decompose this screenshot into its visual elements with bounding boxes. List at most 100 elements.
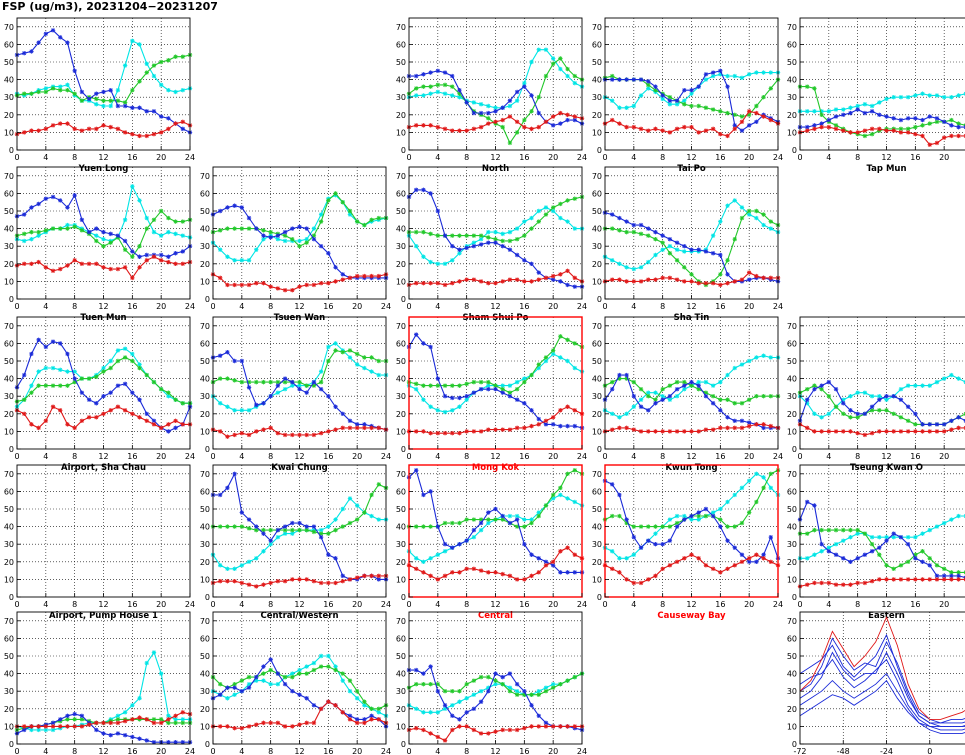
data-point-red bbox=[862, 432, 868, 438]
data-point-cyan bbox=[225, 566, 230, 572]
x-tick-label: 20 bbox=[939, 600, 949, 609]
data-point-red bbox=[311, 282, 317, 288]
data-point-red bbox=[333, 580, 338, 586]
data-point-cyan bbox=[543, 685, 549, 690]
data-point-blue bbox=[507, 98, 513, 103]
data-point-cyan bbox=[158, 671, 164, 676]
data-point-cyan bbox=[457, 404, 462, 409]
data-point-blue bbox=[130, 249, 135, 254]
data-point-red bbox=[493, 729, 498, 734]
data-point-cyan bbox=[718, 72, 723, 77]
data-point-cyan bbox=[471, 240, 477, 245]
data-point-red bbox=[22, 724, 27, 729]
data-point-cyan bbox=[290, 671, 295, 676]
x-tick-label: 0 bbox=[14, 302, 19, 311]
data-point-green bbox=[877, 408, 882, 413]
x-tick-label: 4 bbox=[239, 747, 244, 755]
data-point-red bbox=[254, 584, 259, 589]
data-point-red bbox=[246, 282, 252, 288]
data-point-cyan bbox=[218, 401, 223, 406]
data-point-green bbox=[261, 527, 266, 533]
data-point-red bbox=[536, 570, 541, 575]
data-point-green bbox=[746, 397, 752, 402]
data-point-red bbox=[732, 563, 737, 568]
x-tick-label: -24 bbox=[880, 747, 893, 755]
data-point-green bbox=[65, 383, 70, 388]
data-point-red bbox=[558, 408, 563, 413]
data-point-red bbox=[746, 556, 752, 561]
data-point-cyan bbox=[805, 109, 810, 114]
data-point-red bbox=[682, 429, 687, 434]
data-point-green bbox=[369, 355, 374, 360]
data-point-cyan bbox=[956, 513, 961, 519]
data-point-red bbox=[239, 725, 245, 731]
data-point-green bbox=[703, 105, 709, 110]
data-point-green bbox=[812, 383, 817, 388]
x-tick-label: 12 bbox=[294, 600, 304, 609]
data-point-green bbox=[869, 131, 875, 137]
data-point-blue bbox=[631, 534, 637, 540]
data-point-cyan bbox=[290, 383, 295, 388]
data-point-green bbox=[347, 208, 353, 214]
data-point-green bbox=[646, 233, 651, 238]
data-point-red bbox=[565, 545, 570, 550]
y-tick-label: 10 bbox=[787, 427, 797, 436]
x-tick-label: 4 bbox=[826, 452, 831, 461]
data-point-cyan bbox=[158, 233, 164, 238]
data-point-blue bbox=[550, 123, 556, 128]
data-point-green bbox=[529, 372, 534, 378]
data-point-green bbox=[682, 379, 687, 385]
data-point-blue bbox=[428, 344, 433, 350]
y-tick-label: 0 bbox=[401, 740, 406, 749]
x-tick-label: 4 bbox=[631, 153, 636, 162]
y-tick-label: 30 bbox=[787, 392, 797, 401]
data-point-cyan bbox=[435, 552, 441, 557]
data-point-red bbox=[94, 415, 99, 420]
data-point-blue bbox=[442, 542, 448, 547]
data-point-blue bbox=[340, 272, 345, 277]
data-point-blue bbox=[565, 282, 570, 288]
data-point-cyan bbox=[246, 559, 252, 564]
data-point-blue bbox=[86, 229, 92, 235]
data-point-green bbox=[862, 531, 868, 536]
data-point-cyan bbox=[941, 520, 947, 526]
data-point-cyan bbox=[304, 236, 309, 242]
data-point-red bbox=[58, 408, 63, 413]
y-tick-label: 20 bbox=[592, 111, 602, 120]
y-tick-label: 50 bbox=[200, 357, 210, 366]
data-point-red bbox=[218, 275, 223, 281]
data-point-red bbox=[486, 280, 491, 286]
data-point-green bbox=[246, 526, 252, 531]
data-point-red bbox=[304, 577, 309, 582]
data-point-red bbox=[347, 717, 353, 722]
data-point-red bbox=[855, 130, 860, 135]
data-point-cyan bbox=[115, 87, 121, 93]
data-point-red bbox=[421, 727, 426, 733]
data-point-red bbox=[754, 552, 759, 557]
data-point-blue bbox=[653, 229, 658, 235]
data-point-red bbox=[674, 429, 680, 434]
series-line-blue bbox=[799, 633, 965, 724]
data-point-cyan bbox=[507, 103, 513, 109]
data-point-red bbox=[261, 720, 266, 726]
data-point-blue bbox=[354, 422, 360, 427]
data-point-red bbox=[108, 266, 113, 272]
data-point-cyan bbox=[682, 386, 687, 392]
data-point-cyan bbox=[572, 226, 577, 231]
data-point-cyan bbox=[565, 73, 570, 79]
data-point-green bbox=[158, 386, 164, 392]
data-point-blue bbox=[435, 524, 441, 529]
data-point-blue bbox=[689, 513, 694, 519]
data-point-red bbox=[86, 415, 92, 420]
data-point-blue bbox=[304, 696, 309, 701]
data-point-cyan bbox=[710, 383, 716, 388]
data-point-green bbox=[450, 233, 455, 238]
data-point-blue bbox=[218, 208, 223, 214]
data-point-red bbox=[884, 577, 889, 582]
data-point-red bbox=[22, 261, 27, 266]
data-point-red bbox=[79, 418, 85, 424]
data-point-green bbox=[493, 383, 498, 388]
data-point-green bbox=[812, 86, 817, 91]
data-point-green bbox=[122, 247, 128, 252]
data-point-blue bbox=[898, 117, 904, 123]
